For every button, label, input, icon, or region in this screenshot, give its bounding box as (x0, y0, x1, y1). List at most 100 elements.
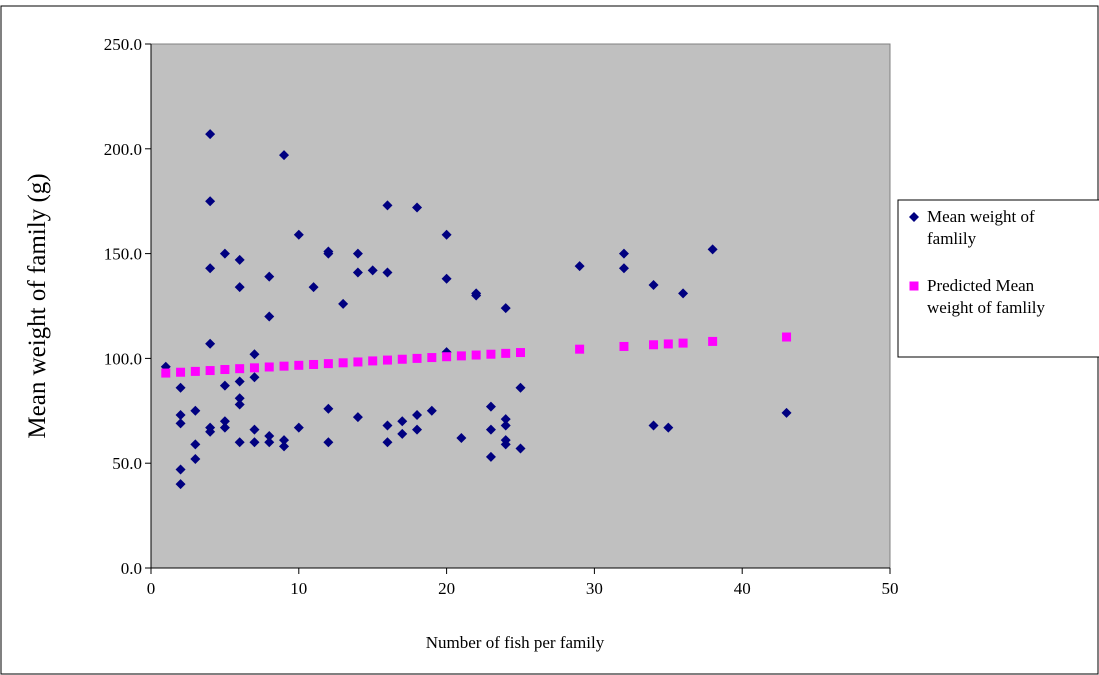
data-point-observed (234, 393, 245, 404)
legend-marker (909, 212, 919, 222)
y-tick-label: 150.0 (104, 245, 142, 264)
data-point-predicted (708, 336, 718, 346)
data-point-observed (412, 409, 423, 420)
data-point-predicted (678, 338, 688, 348)
data-point-observed (249, 372, 260, 383)
data-point-predicted (782, 332, 792, 342)
data-point-predicted (575, 344, 585, 354)
data-point-observed (175, 418, 186, 429)
data-point-observed (190, 405, 201, 416)
data-point-predicted (619, 341, 629, 351)
data-point-predicted (382, 355, 392, 365)
data-point-observed (234, 399, 245, 410)
data-point-observed (190, 454, 201, 465)
legend-label: Predicted Mean (927, 276, 1035, 295)
data-point-observed (618, 248, 629, 259)
x-tick-label: 50 (882, 579, 899, 598)
data-point-predicted (442, 352, 452, 362)
data-point-observed (249, 349, 260, 360)
data-point-predicted (456, 351, 466, 361)
data-point-predicted (649, 340, 659, 350)
y-tick-label: 100.0 (104, 349, 142, 368)
data-point-observed (382, 420, 393, 431)
x-tick-label: 0 (147, 579, 156, 598)
data-point-observed (249, 437, 260, 448)
x-tick-label: 30 (586, 579, 603, 598)
data-point-observed (678, 288, 689, 299)
legend-box (897, 199, 1099, 358)
data-point-observed (412, 202, 423, 213)
data-point-observed (219, 422, 230, 433)
legend-marker (909, 281, 919, 291)
data-point-predicted (501, 348, 511, 358)
data-point-predicted (235, 364, 245, 374)
data-point-observed (249, 424, 260, 435)
data-point-observed (412, 424, 423, 435)
data-point-observed (205, 263, 216, 274)
data-point-observed (382, 200, 393, 211)
data-point-predicted (397, 354, 407, 364)
data-point-predicted (427, 353, 437, 363)
data-point-observed (574, 261, 585, 272)
data-point-observed (352, 412, 363, 423)
data-point-predicted (663, 339, 673, 349)
data-point-observed (397, 428, 408, 439)
data-point-predicted (338, 358, 348, 368)
data-point-observed (219, 248, 230, 259)
data-point-observed (485, 451, 496, 462)
y-tick-label: 250.0 (104, 35, 142, 54)
data-point-observed (308, 282, 319, 293)
legend: Mean weight of famlily Predicted Mean weigh… (897, 199, 1099, 358)
data-point-observed (500, 420, 511, 431)
data-point-predicted (412, 353, 422, 363)
y-tick-label: 0.0 (121, 559, 142, 578)
legend-items: Mean weight of famlily Predicted Mean weigh… (909, 207, 1046, 317)
data-point-predicted (220, 365, 230, 375)
data-point-observed (500, 414, 511, 425)
data-point-observed (190, 439, 201, 450)
data-point-observed (352, 267, 363, 278)
data-point-predicted (486, 349, 496, 359)
data-point-observed (279, 435, 290, 446)
data-point-observed (485, 424, 496, 435)
data-point-observed (264, 271, 275, 282)
data-point-predicted (176, 367, 186, 377)
data-point-observed (323, 437, 334, 448)
data-point-observed (234, 254, 245, 265)
data-point-observed (515, 382, 526, 393)
data-point-observed (485, 401, 496, 412)
data-point-observed (338, 298, 349, 309)
data-point-observed (707, 244, 718, 255)
data-point-observed (205, 129, 216, 140)
data-point-observed (323, 248, 334, 259)
data-point-observed (264, 430, 275, 441)
x-tick-label: 40 (734, 579, 751, 598)
x-tick-label: 10 (290, 579, 307, 598)
data-point-observed (648, 420, 659, 431)
data-point-observed (279, 150, 290, 161)
data-point-observed (367, 265, 378, 276)
data-point-observed (264, 437, 275, 448)
data-point-predicted (323, 359, 333, 369)
plot-area (150, 43, 891, 569)
data-point-predicted (368, 356, 378, 366)
data-point-observed (323, 403, 334, 414)
data-point-observed (219, 416, 230, 427)
data-point-predicted (205, 366, 215, 376)
data-point-predicted (516, 348, 525, 358)
y-tick-label: 200.0 (104, 140, 142, 159)
data-point-observed (205, 196, 216, 207)
data-point-observed (175, 409, 186, 420)
data-point-observed (382, 267, 393, 278)
data-point-observed (352, 248, 363, 259)
data-point-observed (515, 443, 526, 454)
data-point-observed (441, 229, 452, 240)
data-point-predicted (161, 368, 171, 378)
data-point-observed (175, 464, 186, 475)
data-point-observed (663, 422, 674, 433)
data-point-observed (264, 311, 275, 322)
data-point-predicted (264, 362, 274, 372)
data-point-observed (648, 280, 659, 291)
data-point-predicted (309, 359, 319, 369)
data-point-predicted (249, 363, 259, 373)
